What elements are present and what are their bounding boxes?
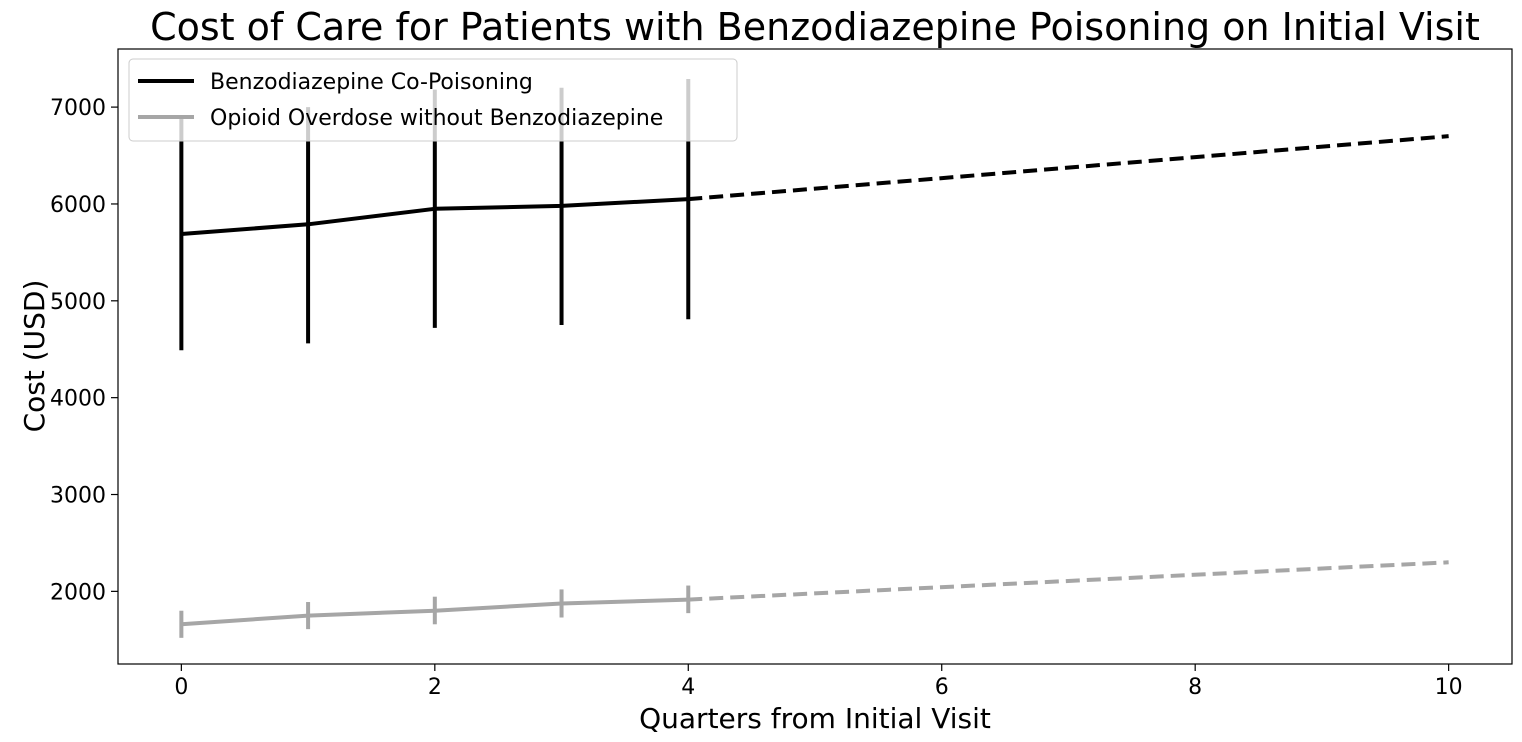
legend-label-benzodiazepine: Benzodiazepine Co-Poisoning <box>210 70 533 95</box>
opioid-projected-line <box>688 560 1449 602</box>
x-tick-label: 4 <box>681 675 695 700</box>
chart-title: Cost of Care for Patients with Benzodiaz… <box>150 5 1480 49</box>
x-axis: 0 2 4 6 8 10 <box>174 664 1463 700</box>
plot-area-frame <box>117 48 1513 665</box>
legend: Benzodiazepine Co-Poisoning Opioid Overd… <box>128 58 738 142</box>
series-layer <box>179 79 1449 638</box>
benzodiazepine-projected-line <box>688 134 1449 202</box>
x-tick-label: 2 <box>428 675 442 700</box>
y-axis-label: Cost (USD) <box>18 280 51 433</box>
y-tick-label: 3000 <box>50 484 106 509</box>
x-tick-label: 6 <box>935 675 949 700</box>
x-axis-label: Quarters from Initial Visit <box>639 702 991 735</box>
x-tick-label: 8 <box>1188 675 1202 700</box>
y-tick-label: 7000 <box>50 96 106 121</box>
legend-label-opioid: Opioid Overdose without Benzodiazepine <box>210 106 663 131</box>
opioid-observed-line <box>181 597 689 627</box>
y-axis: 2000 3000 4000 5000 6000 7000 <box>50 96 118 605</box>
x-tick-label: 10 <box>1435 675 1463 700</box>
legend-frame <box>128 58 738 142</box>
x-tick-label: 0 <box>174 675 188 700</box>
y-tick-label: 5000 <box>50 290 106 315</box>
y-tick-label: 2000 <box>50 580 106 605</box>
y-tick-label: 6000 <box>50 193 106 218</box>
benzodiazepine-observed-line <box>181 197 689 236</box>
y-tick-label: 4000 <box>50 387 106 412</box>
